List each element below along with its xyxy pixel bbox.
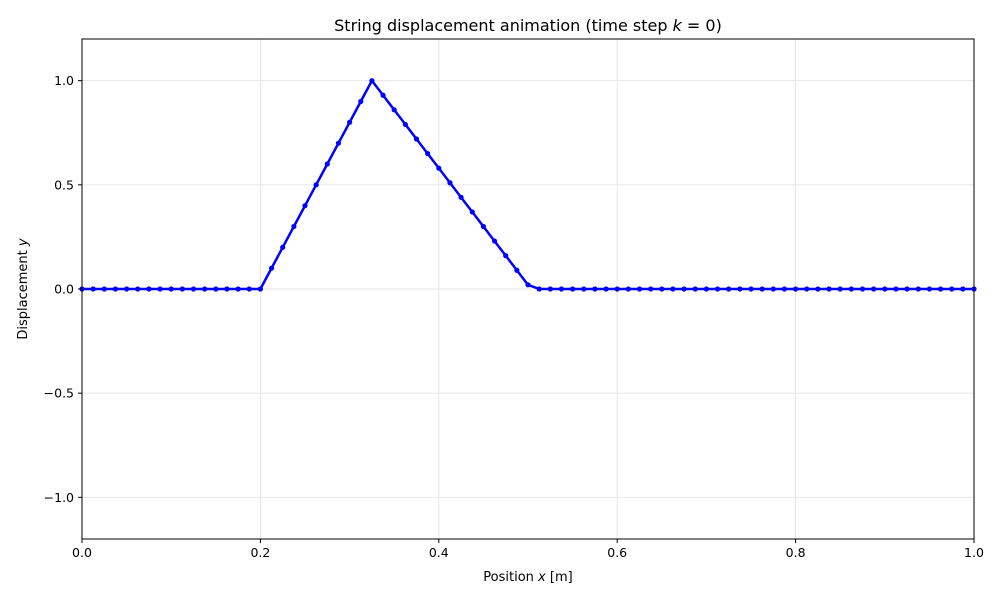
data-point [391,107,397,113]
data-point [960,286,966,292]
data-point [815,286,821,292]
data-point [291,223,297,230]
data-point [369,78,375,84]
data-point [246,286,252,292]
x-tick-label: 0.0 [72,545,92,560]
data-point [146,286,152,292]
y-tick-label: 0.0 [54,282,74,297]
data-point [893,286,899,292]
y-tick-label: −1.0 [44,490,74,505]
data-point [425,150,431,157]
x-tick-label: 0.8 [786,545,806,560]
data-point [904,286,910,292]
data-point [859,286,866,292]
data-point [358,98,364,105]
data-point [458,194,464,200]
data-point [313,182,319,188]
y-tick-label: 1.0 [54,73,74,88]
data-point [202,286,208,292]
data-point [413,136,420,142]
data-point [714,286,721,292]
data-point [837,286,843,292]
data-point [280,244,286,250]
data-point [135,286,141,292]
data-point [726,286,732,292]
data-point [759,286,765,292]
data-point [190,286,197,292]
data-point [659,286,665,292]
data-point [157,286,163,292]
data-point [514,267,520,273]
data-point [949,286,955,292]
data-point [926,286,933,292]
data-point [737,286,743,292]
data-point [882,286,888,292]
data-point [793,286,799,292]
data-point [491,238,498,244]
data-point [592,286,598,292]
data-point [681,286,687,292]
x-tick-label: 0.6 [607,545,627,560]
data-point [603,286,609,292]
y-tick-label: 0.5 [54,177,74,192]
data-point [335,140,342,146]
data-point [648,286,654,292]
data-point [703,286,710,292]
x-tick-label: 0.2 [250,545,270,560]
data-point [224,286,230,292]
data-point [90,286,96,292]
data-point [469,209,475,215]
x-axis-label: Position x [m] [483,570,572,585]
data-point [436,165,442,171]
data-point [179,286,185,292]
data-point [213,286,219,292]
data-point [380,92,386,98]
data-point [614,286,620,292]
data-point [547,286,553,292]
x-tick-label: 0.4 [429,545,449,560]
data-point [781,286,788,292]
data-point [168,286,174,292]
data-point [804,286,810,292]
data-point [302,203,308,209]
data-point [636,286,643,292]
y-axis-label: Displacement y [16,238,31,340]
data-point [503,253,509,259]
data-point [770,286,776,292]
data-point [257,286,263,292]
data-point [871,286,877,292]
data-point [480,223,486,230]
data-point [447,180,453,186]
data-point [268,265,275,271]
data-point [670,286,676,292]
data-point [937,286,944,292]
data-point [625,286,631,292]
plot-area [79,78,977,292]
chart-title: String displacement animation (time step… [334,16,722,35]
data-point [402,121,408,128]
data-point [581,286,587,292]
data-point [101,286,107,292]
data-point [112,286,119,292]
data-point [324,161,330,167]
data-point [347,119,353,125]
ticks: 0.0 0.2 0.4 0.6 0.8 1.0 −1.0 −0.5 0.0 0.5 1.0 [44,73,984,560]
data-point [692,286,698,292]
data-point [826,286,832,292]
y-tick-label: −0.5 [44,386,74,401]
data-point [558,286,565,292]
data-point [525,282,531,288]
data-point [570,286,576,292]
data-point [748,286,754,292]
data-point [124,286,130,292]
x-tick-label: 1.0 [964,545,984,560]
data-point [536,286,542,292]
data-point [235,286,241,292]
data-point [915,286,921,292]
data-point [848,286,854,292]
